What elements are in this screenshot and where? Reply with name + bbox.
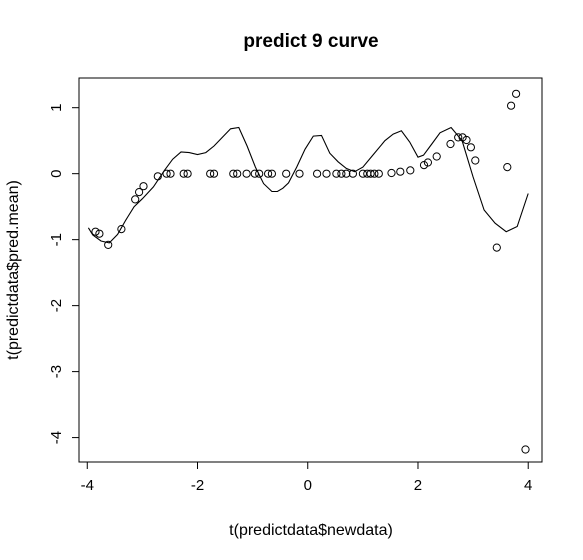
data-point bbox=[492, 243, 501, 252]
data-point bbox=[153, 172, 162, 181]
data-point bbox=[348, 169, 357, 178]
data-point bbox=[406, 166, 415, 175]
data-point bbox=[250, 169, 259, 178]
data-point bbox=[139, 182, 148, 191]
prediction-curve bbox=[87, 126, 529, 244]
y-tick-label: -4 bbox=[48, 431, 65, 444]
prediction-curve-layer bbox=[87, 126, 529, 244]
data-point bbox=[342, 169, 351, 178]
data-point bbox=[374, 169, 383, 178]
data-point bbox=[358, 169, 367, 178]
data-point bbox=[432, 152, 441, 161]
data-point bbox=[162, 169, 171, 178]
x-tick-label: 0 bbox=[304, 477, 312, 494]
x-tick-label: 4 bbox=[524, 477, 532, 494]
data-point bbox=[466, 143, 475, 152]
y-tick-label: -3 bbox=[48, 365, 65, 378]
data-point bbox=[503, 163, 512, 172]
data-point bbox=[387, 168, 396, 178]
data-point bbox=[95, 229, 104, 238]
data-point bbox=[117, 225, 126, 234]
data-point bbox=[454, 133, 463, 142]
chart-title: predict 9 curve bbox=[243, 31, 378, 52]
data-point bbox=[131, 195, 140, 204]
data-point bbox=[242, 169, 251, 178]
data-point bbox=[209, 169, 219, 178]
data-point bbox=[446, 139, 455, 149]
y-axis-label: t(predictdata$pred.mean) bbox=[5, 180, 22, 360]
data-point bbox=[179, 169, 188, 178]
data-point bbox=[507, 101, 516, 110]
y-tick-label: 0 bbox=[48, 169, 65, 177]
data-point bbox=[104, 240, 113, 249]
y-tick-label: -2 bbox=[48, 299, 65, 312]
x-tick-label: 2 bbox=[414, 477, 422, 494]
x-axis: -4 -2 0 2 4 bbox=[81, 461, 532, 494]
data-point bbox=[322, 169, 331, 178]
data-point bbox=[229, 169, 238, 178]
data-point bbox=[462, 135, 471, 145]
data-points-layer bbox=[91, 89, 530, 454]
y-tick-label: -1 bbox=[48, 233, 65, 246]
x-tick-label: -2 bbox=[191, 477, 204, 494]
data-point bbox=[166, 169, 175, 178]
data-point bbox=[337, 169, 346, 178]
data-point bbox=[313, 169, 322, 178]
y-axis: -4 -3 -2 -1 0 1 bbox=[48, 104, 80, 444]
data-point bbox=[295, 169, 304, 178]
data-point bbox=[233, 169, 242, 178]
plot-frame bbox=[78, 77, 543, 463]
data-point bbox=[370, 169, 379, 178]
data-point bbox=[423, 158, 432, 167]
data-point bbox=[183, 169, 192, 178]
data-point bbox=[91, 227, 100, 236]
x-axis-label: t(predictdata$newdata) bbox=[229, 522, 393, 539]
data-point bbox=[521, 445, 530, 454]
data-point bbox=[471, 156, 480, 165]
x-tick-label: -4 bbox=[81, 477, 94, 494]
data-point bbox=[332, 169, 341, 178]
data-point bbox=[396, 167, 405, 176]
data-point bbox=[282, 169, 291, 178]
data-point bbox=[267, 169, 276, 178]
y-tick-label: 1 bbox=[48, 104, 65, 112]
data-point bbox=[255, 169, 264, 178]
data-point bbox=[512, 89, 521, 98]
data-point bbox=[135, 188, 144, 197]
data-point bbox=[366, 169, 375, 178]
data-point bbox=[264, 169, 273, 178]
data-point bbox=[206, 169, 215, 178]
